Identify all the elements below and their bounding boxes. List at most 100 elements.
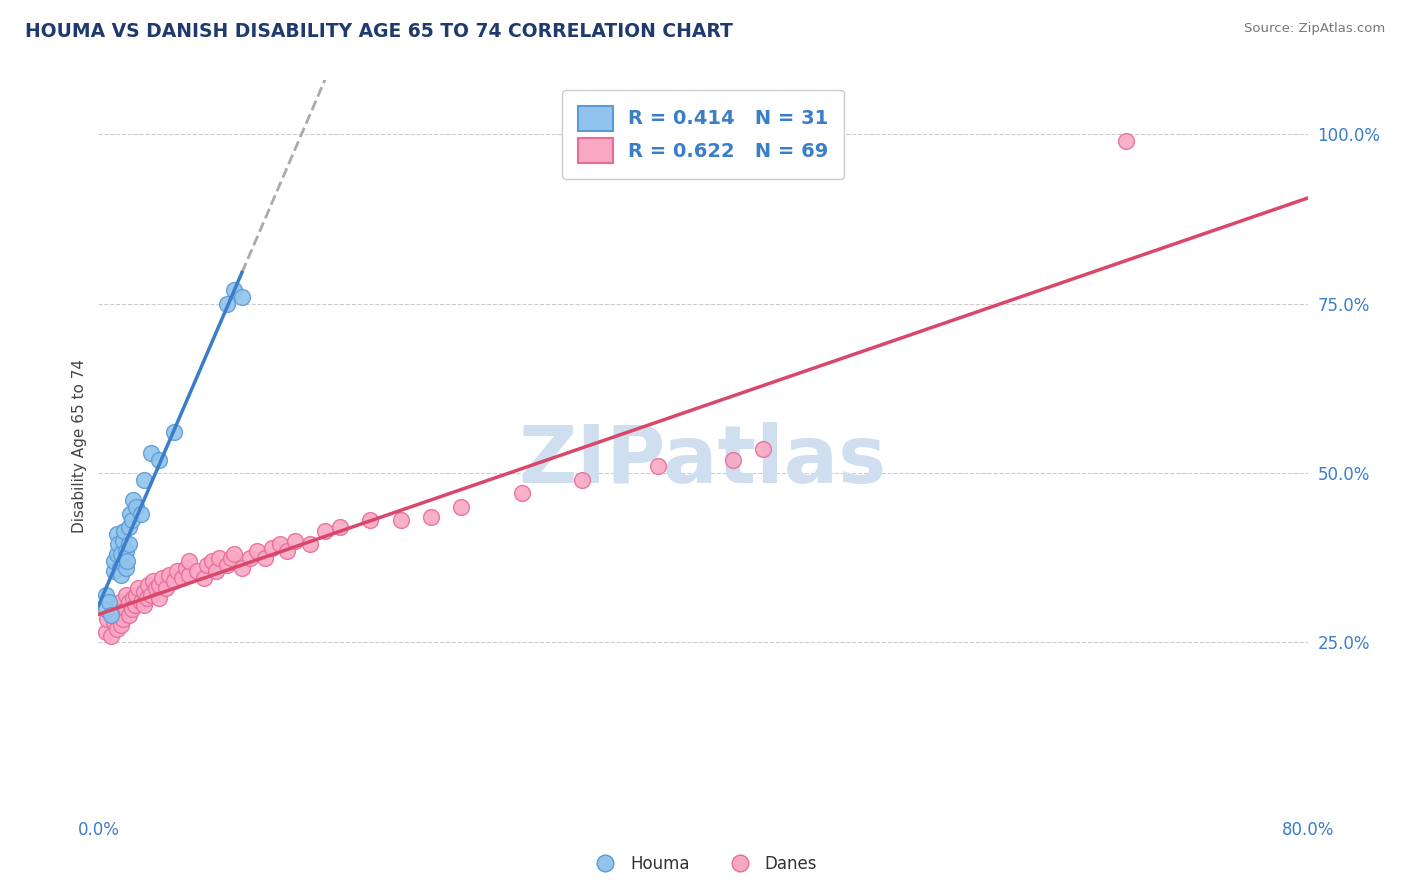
Point [124, 598, 146, 612]
Point [450, 500, 472, 514]
Point [110, 605, 132, 619]
Point [110, 618, 132, 632]
Point [132, 598, 155, 612]
Point [360, 514, 382, 528]
Point [141, 588, 163, 602]
Point [114, 544, 136, 558]
Point [148, 591, 170, 606]
Point [103, 564, 125, 578]
Point [103, 554, 125, 568]
Y-axis label: Disability Age 65 to 74: Disability Age 65 to 74 [72, 359, 87, 533]
Point [723, 452, 745, 467]
Point [100, 608, 122, 623]
Point [142, 574, 165, 589]
Point [121, 514, 143, 528]
Point [239, 550, 262, 565]
Point [510, 486, 533, 500]
Point [174, 561, 197, 575]
Point [215, 297, 238, 311]
Point [284, 533, 307, 548]
Point [112, 524, 135, 538]
Point [193, 571, 215, 585]
Point [571, 473, 593, 487]
Point [121, 601, 143, 615]
Point [262, 541, 284, 555]
Point [111, 533, 134, 548]
Point [253, 550, 276, 565]
Point [389, 514, 412, 528]
Point [118, 608, 141, 623]
Point [1115, 134, 1137, 148]
Point [159, 567, 181, 582]
Point [115, 554, 138, 568]
Point [118, 537, 141, 551]
Text: Source: ZipAtlas.com: Source: ZipAtlas.com [1244, 22, 1385, 36]
Point [314, 524, 336, 538]
Point [108, 561, 131, 575]
Point [246, 544, 269, 558]
Point [114, 601, 136, 615]
Text: ZIPatlas: ZIPatlas [519, 422, 887, 500]
Point [170, 571, 193, 585]
Point [122, 493, 145, 508]
Point [205, 564, 228, 578]
Point [136, 578, 159, 592]
Point [148, 452, 170, 467]
Point [114, 561, 136, 575]
Point [647, 459, 669, 474]
Point [166, 564, 188, 578]
Point [98, 595, 121, 609]
Point [107, 608, 129, 623]
Point [163, 574, 186, 589]
Point [208, 550, 231, 565]
Point [231, 290, 253, 304]
Point [108, 595, 131, 609]
Point [163, 425, 186, 440]
Point [100, 629, 122, 643]
Point [125, 588, 148, 602]
Point [129, 595, 152, 609]
Point [186, 564, 208, 578]
Point [224, 547, 246, 561]
Point [114, 588, 136, 602]
Point [145, 581, 167, 595]
Point [195, 558, 218, 572]
Legend: R = 0.414   N = 31, R = 0.622   N = 69: R = 0.414 N = 31, R = 0.622 N = 69 [562, 90, 844, 179]
Point [110, 567, 132, 582]
Point [105, 622, 128, 636]
Point [231, 561, 253, 575]
Point [132, 473, 155, 487]
Point [752, 442, 775, 457]
Point [276, 544, 298, 558]
Point [110, 547, 132, 561]
Point [221, 550, 243, 565]
Point [118, 520, 141, 534]
Point [103, 601, 125, 615]
Point [96, 612, 118, 626]
Point [129, 507, 152, 521]
Point [103, 615, 125, 629]
Point [94, 601, 117, 615]
Legend: Houma, Danes: Houma, Danes [582, 848, 824, 880]
Point [420, 510, 443, 524]
Point [179, 554, 201, 568]
Point [132, 584, 155, 599]
Point [299, 537, 322, 551]
Point [141, 446, 163, 460]
Point [122, 591, 145, 606]
Point [269, 537, 291, 551]
Point [329, 520, 352, 534]
Point [111, 612, 134, 626]
Point [125, 500, 148, 514]
Point [94, 588, 117, 602]
Point [135, 591, 157, 606]
Point [118, 595, 141, 609]
Point [150, 571, 173, 585]
Point [201, 554, 224, 568]
Point [224, 283, 246, 297]
Point [107, 537, 129, 551]
Point [94, 625, 117, 640]
Point [215, 558, 238, 572]
Point [155, 581, 177, 595]
Point [105, 547, 128, 561]
